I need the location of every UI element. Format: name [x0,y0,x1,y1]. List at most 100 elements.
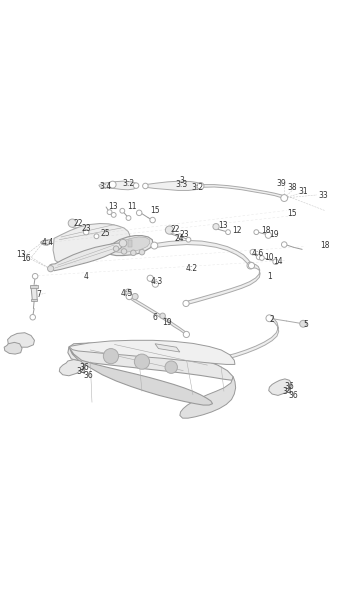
Text: 2: 2 [270,315,275,324]
Text: 22: 22 [171,225,180,234]
Circle shape [247,262,254,269]
Circle shape [113,246,119,251]
Circle shape [186,238,191,242]
Circle shape [197,182,204,190]
Circle shape [30,314,36,320]
Text: 24: 24 [174,234,184,243]
Circle shape [120,208,125,213]
Circle shape [134,354,149,369]
Text: 13: 13 [108,202,118,211]
Text: 7: 7 [36,290,41,299]
Text: 31: 31 [298,187,308,196]
Circle shape [248,262,255,269]
Text: 4:6: 4:6 [251,249,263,258]
Text: 36: 36 [80,362,89,371]
Text: 4:3: 4:3 [151,277,163,286]
Polygon shape [68,343,233,380]
Polygon shape [31,285,37,301]
Text: 36: 36 [288,391,298,400]
Polygon shape [7,333,35,347]
Circle shape [111,212,116,217]
Text: 39: 39 [277,179,286,188]
Text: 6: 6 [153,313,158,322]
Circle shape [183,301,189,307]
Text: 15: 15 [150,206,160,215]
Circle shape [119,239,127,247]
Circle shape [300,320,306,327]
Circle shape [281,194,288,202]
Circle shape [160,313,165,319]
Circle shape [103,349,119,364]
Polygon shape [153,241,252,267]
Polygon shape [185,264,260,305]
Text: 4:4: 4:4 [42,238,54,247]
Text: 19: 19 [162,318,172,327]
Circle shape [126,293,132,299]
Circle shape [131,250,136,256]
Circle shape [256,254,262,260]
Circle shape [83,229,89,235]
Circle shape [107,210,112,215]
Text: 18: 18 [320,241,329,250]
Text: 34: 34 [282,387,292,396]
Polygon shape [145,181,204,190]
Circle shape [139,250,145,255]
Polygon shape [69,347,213,405]
Text: 25: 25 [100,229,110,238]
Circle shape [254,230,259,235]
Circle shape [121,248,127,254]
Text: 16: 16 [21,254,31,263]
Circle shape [133,183,139,188]
Text: 13: 13 [218,221,227,230]
Text: 3:2: 3:2 [191,183,203,192]
Circle shape [33,274,38,279]
Polygon shape [128,240,132,247]
Circle shape [213,224,219,230]
Text: 1: 1 [267,272,272,281]
Circle shape [47,266,54,272]
Circle shape [259,256,264,260]
Text: 3:4: 3:4 [100,182,112,191]
Circle shape [165,226,174,234]
Circle shape [183,331,190,338]
Polygon shape [111,237,150,253]
Text: 33: 33 [318,191,328,200]
Circle shape [165,361,177,373]
Circle shape [273,259,278,265]
Polygon shape [69,340,235,364]
Circle shape [150,217,155,223]
Polygon shape [180,377,236,418]
Polygon shape [216,316,279,361]
Circle shape [109,181,116,188]
Circle shape [143,183,148,189]
Circle shape [177,234,182,239]
Text: 11: 11 [127,202,136,211]
Circle shape [132,293,138,299]
Circle shape [152,281,158,287]
Polygon shape [31,299,37,301]
Text: 5: 5 [303,320,308,329]
Circle shape [281,242,287,247]
Text: 10: 10 [265,253,274,262]
Circle shape [136,210,142,215]
Text: 13: 13 [17,250,26,259]
Text: 18: 18 [261,226,271,235]
Circle shape [250,250,256,255]
Polygon shape [128,295,187,336]
Text: 15: 15 [287,209,297,218]
Circle shape [68,219,77,227]
Circle shape [147,275,153,281]
Circle shape [94,234,99,239]
Text: 36: 36 [284,382,294,391]
Polygon shape [49,243,123,271]
Text: 36: 36 [84,371,94,380]
Text: 23: 23 [180,230,189,239]
Circle shape [126,215,131,220]
Text: 23: 23 [81,224,91,233]
Polygon shape [30,285,38,288]
Text: 34: 34 [76,367,86,376]
Polygon shape [53,224,130,263]
Polygon shape [269,379,292,395]
Text: 4: 4 [84,272,88,281]
Polygon shape [41,240,52,245]
